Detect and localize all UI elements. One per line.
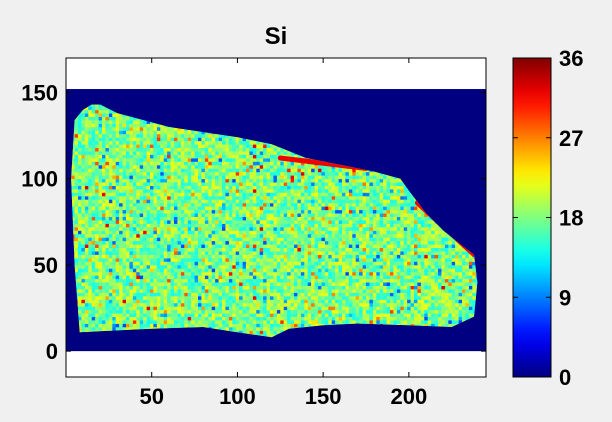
colorbar-tick-label: 9 bbox=[559, 285, 571, 310]
x-tick-label: 150 bbox=[305, 384, 342, 409]
x-tick-label: 50 bbox=[139, 384, 163, 409]
colorbar-tick-label: 36 bbox=[559, 46, 583, 71]
x-tick-label: 100 bbox=[219, 384, 256, 409]
heatmap-image bbox=[66, 89, 486, 352]
y-tick-label: 150 bbox=[21, 80, 58, 105]
y-tick-label: 50 bbox=[34, 253, 58, 278]
colorbar-tick-label: 27 bbox=[559, 126, 583, 151]
axes-frame bbox=[65, 57, 487, 378]
colorbar: 0 9 18 27 36 bbox=[512, 46, 583, 390]
x-tick-label: 200 bbox=[390, 384, 427, 409]
chart-title: Si bbox=[265, 23, 288, 50]
colorbar-tick-label: 0 bbox=[559, 365, 571, 390]
colorbar-ticks: 0 9 18 27 36 bbox=[513, 46, 583, 390]
y-tick-label: 100 bbox=[21, 167, 58, 192]
sample-region bbox=[71, 104, 478, 338]
y-tick-label: 0 bbox=[46, 339, 58, 364]
x-axis-ticks: 50 100 150 200 bbox=[139, 58, 427, 409]
colorbar-gradient bbox=[512, 57, 552, 378]
colorbar-tick-label: 18 bbox=[559, 206, 583, 231]
heatmap-plot: 50 100 150 200 0 50 100 150 Si bbox=[21, 23, 487, 409]
y-axis-ticks: 0 50 100 150 bbox=[21, 80, 486, 364]
